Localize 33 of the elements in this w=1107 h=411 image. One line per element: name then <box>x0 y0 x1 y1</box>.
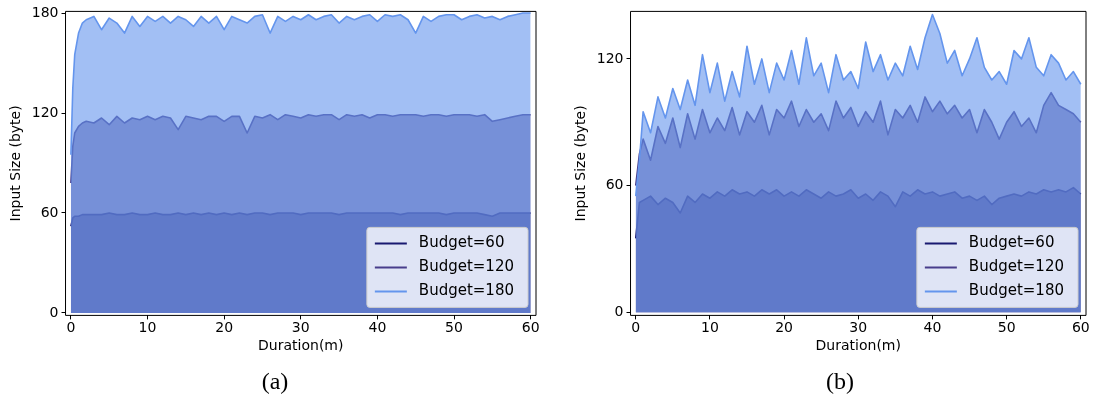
x-tick-label: 40 <box>923 319 942 336</box>
x-tick-label: 20 <box>215 319 234 336</box>
legend-label: Budget=60 <box>418 233 505 252</box>
x-tick-label: 10 <box>138 319 157 336</box>
x-axis-title: Duration(m) <box>815 337 901 354</box>
legend-label: Budget=120 <box>418 257 515 276</box>
x-axis-title: Duration(m) <box>258 337 344 354</box>
x-tick-label: 60 <box>1071 319 1090 336</box>
x-tick-label: 30 <box>291 319 310 336</box>
x-tick-label: 50 <box>445 319 463 336</box>
text: (b) <box>825 368 855 395</box>
y-tick-label: 120 <box>31 103 59 120</box>
x-tick-label: 30 <box>849 319 868 336</box>
y-tick-label: 60 <box>40 203 59 220</box>
y-tick-label: 120 <box>596 49 624 66</box>
x-tick-label: 0 <box>66 319 76 336</box>
x-tick-label: 40 <box>368 319 387 336</box>
text: (a) <box>260 368 290 395</box>
x-tick-label: 60 <box>521 319 540 336</box>
y-tick-label: 0 <box>614 302 624 319</box>
x-tick-label: 20 <box>775 319 793 336</box>
x-tick-label: 0 <box>631 319 641 336</box>
legend-label: Budget=180 <box>418 281 515 300</box>
y-axis-title: Input Size (byte) <box>7 105 24 222</box>
y-tick-label: 0 <box>49 303 59 320</box>
legend-label: Budget=180 <box>968 281 1065 300</box>
legend-label: Budget=120 <box>968 257 1065 276</box>
y-tick-label: 60 <box>605 176 624 193</box>
x-tick-label: 50 <box>997 319 1016 336</box>
legend-label: Budget=60 <box>968 233 1055 252</box>
y-axis-title: Input Size (byte) <box>572 105 589 222</box>
x-tick-label: 10 <box>700 319 719 336</box>
y-tick-label: 180 <box>31 3 59 20</box>
